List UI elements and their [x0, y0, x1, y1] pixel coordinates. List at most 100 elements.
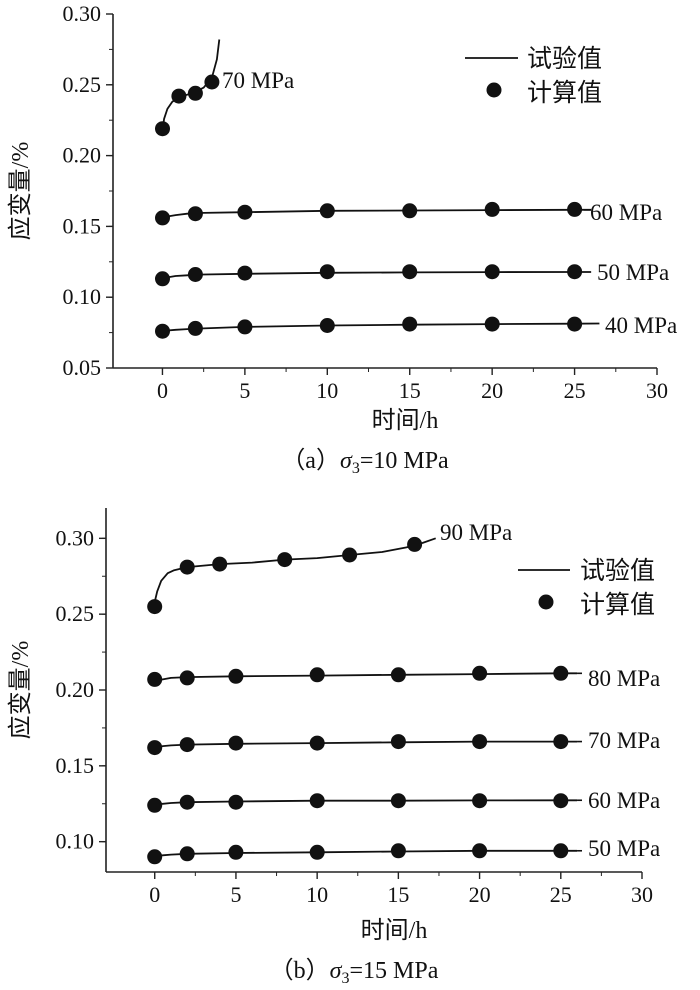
- x-tick-label: 0: [149, 882, 160, 907]
- data-point: [147, 797, 163, 813]
- data-point: [204, 74, 220, 90]
- x-tick-label: 20: [481, 378, 503, 403]
- x-tick-label: 25: [550, 882, 572, 907]
- data-point: [402, 203, 418, 219]
- series-label: 90 MPa: [440, 520, 512, 545]
- series-curve-50-mpa: [154, 849, 577, 858]
- series-curve-50-mpa: [162, 271, 592, 280]
- caption-subscript: 3: [352, 460, 360, 477]
- y-tick-label: 0.05: [63, 355, 102, 380]
- caption-value: =10 MPa: [360, 448, 449, 474]
- series-curve-70-mpa: [161, 39, 221, 131]
- y-tick-label: 0.15: [56, 753, 95, 778]
- x-tick-label: 15: [387, 882, 409, 907]
- series-label: 60 MPa: [588, 788, 660, 813]
- data-point: [567, 316, 583, 332]
- y-tick-label: 0.25: [63, 72, 102, 97]
- series-label: 70 MPa: [222, 68, 294, 93]
- data-point: [390, 734, 406, 750]
- x-axis-label: 时间/h: [361, 917, 428, 944]
- data-point: [179, 670, 195, 686]
- data-point: [309, 735, 325, 751]
- data-point: [228, 844, 244, 860]
- data-point: [228, 668, 244, 684]
- series-curve-80-mpa: [154, 672, 577, 682]
- chart-panel-a: 0 5 10 15 20 25 30 0.05 0.10 0.15 0.20 0.25 0.30 时间/h…: [7, 1, 677, 477]
- y-tick-label: 0.25: [56, 601, 95, 626]
- data-point: [484, 316, 500, 332]
- data-point: [553, 843, 569, 859]
- data-point: [228, 735, 244, 751]
- y-tick-label: 0.30: [56, 525, 95, 550]
- series-curve-90-mpa: [153, 537, 437, 603]
- data-point: [187, 320, 203, 336]
- y-tick-label: 0.30: [63, 1, 102, 26]
- legend-line-label: 试验值: [580, 557, 655, 585]
- data-point: [319, 264, 335, 280]
- data-point: [277, 552, 293, 568]
- data-point: [567, 201, 583, 217]
- data-point: [390, 843, 406, 859]
- chart-panel-b: 0 5 10 15 20 25 30 0.10 0.15 0.20 0.25 0.30 时间/h 应变量/…: [7, 508, 660, 987]
- data-point: [472, 843, 488, 859]
- x-tick-label: 5: [230, 882, 241, 907]
- data-point: [179, 794, 195, 810]
- series-label: 60 MPa: [590, 200, 662, 225]
- legend-marker-label: 计算值: [580, 591, 655, 619]
- y-tick-label: 0.10: [63, 284, 102, 309]
- x-tick-label: 30: [631, 882, 653, 907]
- data-point: [179, 737, 195, 753]
- data-point: [228, 794, 244, 810]
- data-point: [237, 265, 253, 281]
- data-point: [402, 264, 418, 280]
- caption-subscript: 3: [341, 970, 349, 987]
- caption-prefix: （b）: [270, 958, 330, 984]
- data-point: [147, 740, 163, 756]
- data-point: [472, 793, 488, 809]
- y-axis-label: 应变量/%: [7, 142, 34, 241]
- caption-sigma: σ: [340, 448, 353, 474]
- y-tick-label: 0.20: [63, 143, 102, 168]
- y-tick-label: 0.15: [63, 213, 102, 238]
- data-point: [567, 264, 583, 280]
- data-point: [309, 793, 325, 809]
- series-curve-60-mpa: [154, 799, 577, 807]
- x-tick-label: 0: [157, 378, 168, 403]
- series-curve-70-mpa: [154, 740, 577, 749]
- x-tick-label: 10: [316, 378, 338, 403]
- data-point: [155, 271, 170, 287]
- series-label: 70 MPa: [588, 728, 660, 753]
- caption-value: =15 MPa: [349, 958, 438, 984]
- data-point: [147, 599, 163, 615]
- data-point: [187, 206, 203, 222]
- data-point: [390, 667, 406, 683]
- series-curve-40-mpa: [162, 322, 600, 333]
- data-point: [155, 323, 170, 339]
- data-point: [472, 665, 488, 681]
- x-tick-label: 25: [564, 378, 586, 403]
- x-axis-label: 时间/h: [372, 407, 439, 434]
- data-point: [390, 793, 406, 809]
- series-label: 40 MPa: [605, 313, 677, 338]
- data-point: [553, 793, 569, 809]
- data-point: [237, 319, 253, 335]
- x-tick-label: 30: [646, 378, 668, 403]
- data-point: [472, 734, 488, 750]
- caption-sigma: σ: [330, 958, 343, 984]
- x-tick-label: 15: [399, 378, 421, 403]
- data-point: [147, 671, 163, 687]
- data-point: [155, 210, 170, 226]
- data-point: [553, 665, 569, 681]
- legend-line-label: 试验值: [527, 45, 602, 73]
- data-point: [407, 536, 423, 552]
- legend-marker-swatch: [486, 82, 502, 98]
- series-label: 80 MPa: [588, 666, 660, 691]
- series-label: 50 MPa: [588, 836, 660, 861]
- data-point: [179, 846, 195, 862]
- y-axis-label: 应变量/%: [7, 641, 34, 740]
- data-point: [319, 203, 335, 219]
- data-point: [309, 844, 325, 860]
- x-tick-label: 10: [306, 882, 328, 907]
- data-point: [171, 88, 187, 104]
